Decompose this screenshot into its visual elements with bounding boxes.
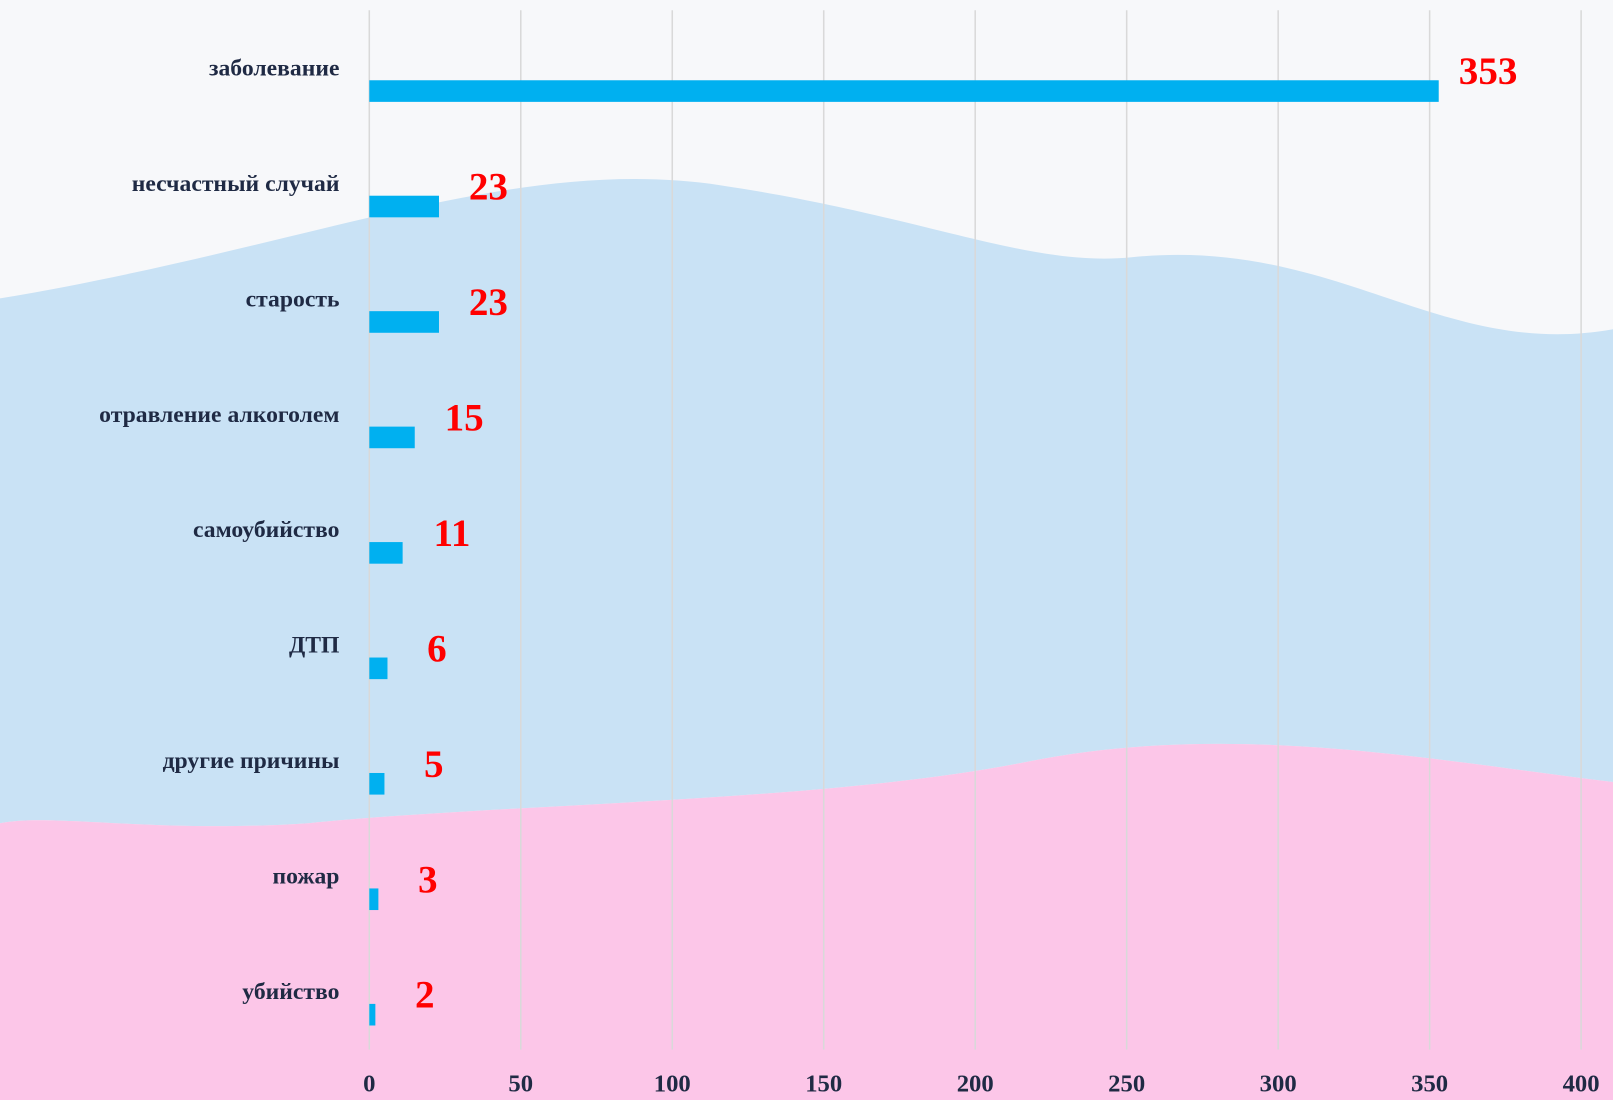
background-pink (0, 743, 1613, 1100)
x-tick-label: 150 (805, 1070, 842, 1097)
x-tick-label: 100 (654, 1070, 691, 1097)
x-tick-label: 300 (1260, 1070, 1297, 1097)
value-label: 5 (424, 743, 444, 786)
bar (369, 888, 379, 911)
y-tick-label: другие причины (163, 748, 340, 774)
bar (369, 80, 1439, 102)
bar (369, 195, 439, 218)
bar (369, 311, 439, 333)
plot-area: 0 50 100 150 200 250 300 350 400 заболевание 353 не… (99, 10, 1600, 1097)
x-tick-label: 200 (957, 1070, 994, 1097)
bar (369, 1003, 376, 1026)
value-label: 23 (469, 166, 508, 209)
bar (369, 426, 415, 449)
x-tick-label: 250 (1108, 1070, 1145, 1097)
value-label: 6 (427, 627, 447, 670)
y-tick-label: отравление алкоголем (99, 402, 339, 428)
bar (369, 542, 403, 564)
y-tick-label: ДТП (289, 633, 339, 659)
value-label: 23 (469, 281, 508, 324)
bar (369, 772, 385, 795)
value-label: 3 (418, 858, 438, 901)
y-tick-label: несчастный случай (132, 171, 340, 197)
value-label: 11 (434, 512, 471, 555)
value-label: 15 (445, 396, 484, 439)
value-label: 353 (1459, 50, 1518, 93)
x-tick-label: 400 (1563, 1070, 1600, 1097)
x-tick-label: 350 (1411, 1070, 1448, 1097)
y-tick-label: самоубийство (193, 517, 339, 543)
y-tick-label: пожар (272, 864, 339, 890)
x-tick-label: 0 (363, 1070, 375, 1097)
y-tick-label: старость (246, 286, 340, 312)
y-tick-label: заболевание (209, 55, 339, 81)
bar (369, 657, 388, 680)
background-blue (0, 179, 1613, 827)
x-tick-label: 50 (508, 1070, 533, 1097)
value-label: 2 (415, 974, 435, 1017)
y-tick-label: убийство (242, 979, 339, 1005)
